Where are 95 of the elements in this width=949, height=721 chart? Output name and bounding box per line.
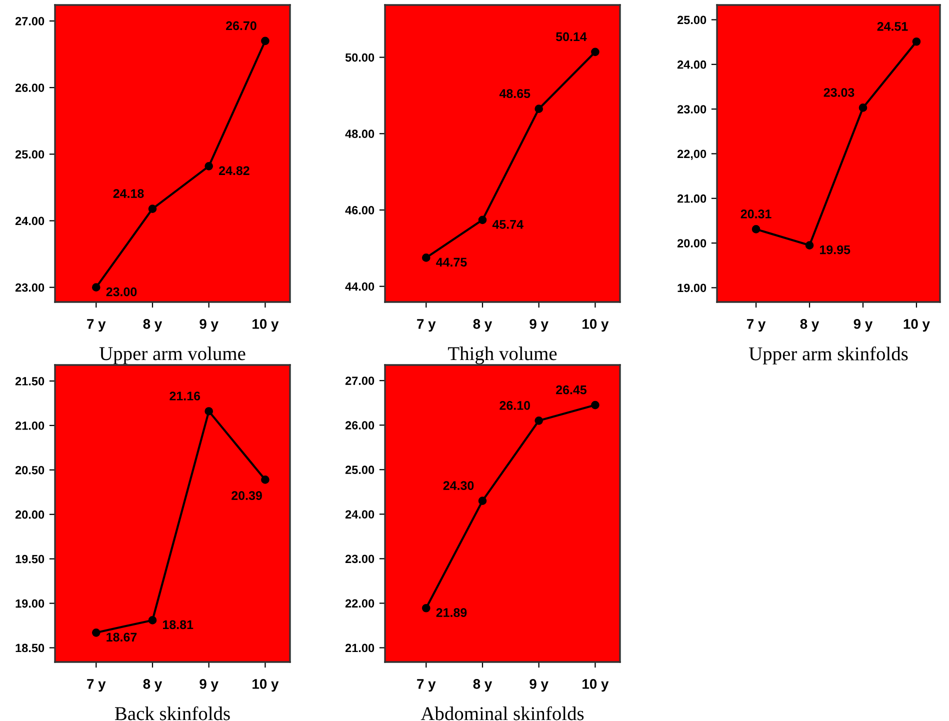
- y-tick-label: 26.00: [345, 421, 374, 430]
- point: [912, 37, 921, 46]
- x-tick-label: 8 y: [473, 319, 492, 332]
- y-tick-label: 21.50: [15, 377, 44, 386]
- point: [261, 36, 270, 46]
- point: [478, 216, 487, 224]
- x-tick-label: 7 y: [417, 679, 436, 692]
- y-tick-label: 23.00: [345, 554, 374, 564]
- data-label: 20.39: [232, 491, 262, 500]
- point: [805, 241, 814, 250]
- x-tick-label: 9 y: [200, 319, 218, 332]
- y-tick-label: 25.00: [345, 466, 374, 474]
- data-label: 21.16: [170, 392, 200, 400]
- x-tick-label: 10 y: [904, 319, 930, 332]
- y-tick-label: 23.00: [677, 105, 706, 114]
- text: Abdominal skinfolds: [420, 706, 584, 720]
- point: [204, 162, 214, 170]
- y-tick-label: 20.50: [15, 466, 44, 474]
- data-label: 24.51: [877, 22, 908, 31]
- point: [591, 48, 600, 56]
- point: [591, 400, 600, 410]
- data-label: 26.45: [556, 385, 587, 394]
- x-tick-label: 7 y: [87, 319, 106, 332]
- point: [534, 104, 544, 114]
- data-label: 44.75: [436, 258, 467, 267]
- data-label: 20.31: [740, 210, 772, 218]
- y-tick-label: 20.00: [677, 239, 706, 248]
- point: [858, 104, 868, 112]
- text: Upper arm volume: [99, 346, 246, 364]
- point: [422, 604, 430, 612]
- x-tick-label: 10 y: [582, 319, 609, 332]
- x-tick-label: 9 y: [530, 319, 548, 332]
- y-tick-label: 24.00: [677, 60, 706, 69]
- x-tick-label: 9 y: [200, 679, 218, 692]
- x-tick-label: 8 y: [143, 319, 162, 332]
- y-tick-label: 27.00: [15, 17, 44, 26]
- data-label: 26.10: [500, 401, 530, 410]
- point: [534, 416, 544, 425]
- y-tick-label: 24.00: [15, 216, 44, 226]
- data-label: 50.14: [556, 32, 587, 42]
- data-label: 19.95: [820, 245, 850, 254]
- point: [422, 254, 430, 262]
- y-tick-label: 21.00: [677, 194, 706, 203]
- y-tick-label: 25.00: [15, 150, 44, 159]
- x-tick-label: 9 y: [530, 679, 548, 692]
- point: [148, 204, 157, 213]
- data-label: 24.18: [113, 189, 144, 198]
- text: Thigh volume: [448, 346, 557, 364]
- data-label: 21.89: [436, 608, 467, 618]
- point: [148, 616, 157, 624]
- y-tick-label: 18.50: [16, 644, 44, 652]
- data-label: 24.30: [443, 481, 474, 490]
- y-tick-label: 21.00: [15, 422, 44, 430]
- y-tick-label: 19.00: [16, 599, 44, 608]
- y-tick-label: 48.00: [345, 130, 374, 138]
- text: Upper arm skinfolds: [748, 346, 908, 364]
- x-tick-label: 7 y: [746, 319, 766, 332]
- data-label: 23.00: [106, 287, 137, 296]
- y-tick-label: 25.00: [677, 16, 706, 24]
- x-tick-label: 10 y: [252, 319, 279, 332]
- data-label: 18.67: [106, 632, 137, 642]
- x-tick-label: 8 y: [473, 679, 492, 692]
- y-tick-label: 26.00: [15, 84, 44, 92]
- text: Back skinfolds: [115, 706, 230, 720]
- data-label: 48.65: [499, 89, 530, 98]
- data-label: 26.70: [226, 21, 256, 30]
- point: [752, 225, 760, 234]
- x-tick-label: 8 y: [800, 319, 820, 332]
- x-tick-label: 7 y: [417, 319, 436, 332]
- y-tick-label: 22,00: [677, 150, 706, 160]
- y-tick-label: 50.00: [345, 53, 374, 62]
- point: [261, 476, 270, 484]
- data-label: 45.74: [492, 220, 524, 229]
- point: [204, 407, 214, 416]
- y-tick-label: 23.00: [15, 283, 44, 292]
- data-label: 23.03: [824, 88, 854, 97]
- x-tick-label: 10 y: [252, 679, 279, 692]
- point: [92, 283, 100, 292]
- data-label: 18.81: [163, 620, 194, 630]
- y-tick-label: 46.00: [345, 206, 374, 214]
- y-tick-label: 21.00: [345, 644, 374, 652]
- x-tick-label: 7 y: [87, 679, 106, 692]
- y-tick-label: 27.00: [345, 376, 374, 385]
- x-tick-label: 9 y: [854, 319, 873, 332]
- y-tick-label: 19.50: [16, 554, 44, 564]
- y-tick-label: 19.00: [678, 284, 706, 292]
- y-tick-label: 20.00: [15, 510, 44, 519]
- point: [478, 496, 487, 505]
- y-tick-label: 44.00: [345, 282, 374, 291]
- x-tick-label: 8 y: [143, 679, 162, 692]
- y-tick-label: 24.00: [345, 510, 374, 519]
- data-label: 24.82: [219, 166, 250, 176]
- x-tick-label: 10 y: [582, 679, 609, 692]
- y-tick-label: 22.00: [345, 599, 374, 608]
- point: [92, 628, 100, 637]
